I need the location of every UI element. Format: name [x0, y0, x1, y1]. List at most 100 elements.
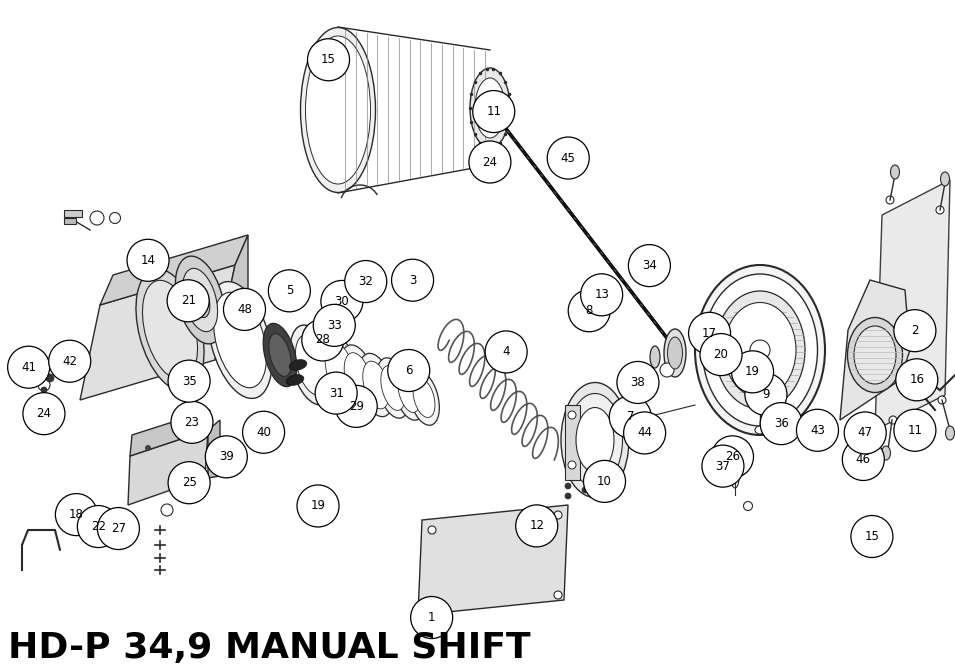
- Ellipse shape: [306, 36, 371, 184]
- Ellipse shape: [565, 483, 571, 489]
- Ellipse shape: [561, 382, 629, 497]
- Circle shape: [473, 90, 515, 133]
- Ellipse shape: [428, 526, 436, 534]
- Text: 14: 14: [140, 254, 156, 267]
- Text: 3: 3: [409, 274, 416, 287]
- Circle shape: [547, 137, 589, 179]
- Circle shape: [896, 359, 938, 401]
- Circle shape: [760, 402, 802, 445]
- Ellipse shape: [554, 511, 562, 519]
- Text: 31: 31: [329, 386, 344, 400]
- Text: 15: 15: [321, 53, 336, 66]
- Ellipse shape: [340, 345, 376, 411]
- Text: 23: 23: [184, 416, 200, 429]
- Text: 39: 39: [219, 450, 234, 463]
- Ellipse shape: [46, 374, 54, 382]
- Circle shape: [581, 274, 623, 316]
- Ellipse shape: [847, 317, 902, 392]
- Circle shape: [297, 485, 339, 527]
- Ellipse shape: [264, 323, 297, 386]
- Ellipse shape: [936, 206, 944, 214]
- Ellipse shape: [945, 426, 954, 440]
- Ellipse shape: [295, 335, 329, 395]
- Ellipse shape: [650, 346, 660, 368]
- Circle shape: [411, 596, 453, 639]
- Ellipse shape: [941, 172, 949, 186]
- Circle shape: [894, 409, 936, 452]
- Circle shape: [689, 312, 731, 355]
- Polygon shape: [875, 180, 950, 430]
- Ellipse shape: [881, 446, 890, 460]
- Circle shape: [842, 438, 884, 481]
- Ellipse shape: [161, 504, 173, 516]
- Ellipse shape: [470, 68, 510, 148]
- Text: 10: 10: [597, 475, 612, 488]
- Text: 6: 6: [405, 364, 413, 377]
- Circle shape: [732, 351, 774, 393]
- Ellipse shape: [582, 487, 588, 493]
- Text: 17: 17: [702, 327, 717, 340]
- Polygon shape: [128, 430, 208, 505]
- Circle shape: [97, 507, 139, 550]
- Ellipse shape: [187, 432, 193, 436]
- Text: 46: 46: [856, 453, 871, 466]
- Ellipse shape: [41, 387, 47, 393]
- Circle shape: [313, 304, 355, 347]
- Circle shape: [171, 401, 213, 444]
- Circle shape: [584, 460, 626, 503]
- Ellipse shape: [38, 379, 50, 391]
- Text: 11: 11: [907, 424, 923, 437]
- Circle shape: [700, 333, 742, 376]
- Circle shape: [302, 319, 344, 361]
- Circle shape: [315, 372, 357, 414]
- Polygon shape: [215, 235, 248, 360]
- Circle shape: [127, 239, 169, 282]
- Circle shape: [308, 39, 350, 81]
- Ellipse shape: [755, 426, 765, 434]
- Ellipse shape: [214, 292, 266, 388]
- Text: HD-P 34,9 MANUAL SHIFT: HD-P 34,9 MANUAL SHIFT: [8, 631, 531, 664]
- Text: 24: 24: [36, 407, 52, 420]
- Ellipse shape: [110, 212, 120, 224]
- Ellipse shape: [289, 360, 307, 371]
- Ellipse shape: [475, 78, 505, 138]
- Ellipse shape: [176, 256, 224, 344]
- Ellipse shape: [565, 493, 571, 499]
- Ellipse shape: [414, 378, 435, 418]
- Text: 27: 27: [111, 522, 126, 535]
- Ellipse shape: [715, 291, 805, 409]
- Polygon shape: [80, 265, 235, 400]
- Text: 1: 1: [428, 611, 435, 624]
- Ellipse shape: [393, 364, 424, 420]
- Text: 9: 9: [762, 388, 770, 401]
- Ellipse shape: [398, 372, 420, 412]
- Circle shape: [617, 361, 659, 404]
- Circle shape: [345, 260, 387, 303]
- Text: 40: 40: [256, 426, 271, 439]
- Circle shape: [796, 409, 838, 452]
- Polygon shape: [208, 420, 220, 478]
- Text: 29: 29: [349, 400, 364, 413]
- Ellipse shape: [142, 280, 198, 380]
- Ellipse shape: [290, 325, 334, 405]
- Circle shape: [23, 392, 65, 435]
- Text: 2: 2: [911, 324, 919, 337]
- Circle shape: [268, 270, 310, 312]
- Ellipse shape: [145, 446, 151, 450]
- Circle shape: [844, 412, 886, 454]
- Ellipse shape: [567, 394, 623, 487]
- Text: 21: 21: [180, 294, 196, 307]
- Ellipse shape: [668, 337, 683, 369]
- Circle shape: [711, 436, 753, 478]
- Circle shape: [628, 244, 670, 287]
- Circle shape: [568, 290, 610, 332]
- Ellipse shape: [321, 335, 359, 405]
- Polygon shape: [130, 410, 210, 456]
- Text: 8: 8: [585, 304, 593, 317]
- Circle shape: [77, 505, 119, 548]
- Circle shape: [388, 349, 430, 392]
- Circle shape: [205, 436, 247, 478]
- Circle shape: [894, 309, 936, 352]
- Circle shape: [485, 331, 527, 373]
- Circle shape: [8, 346, 50, 388]
